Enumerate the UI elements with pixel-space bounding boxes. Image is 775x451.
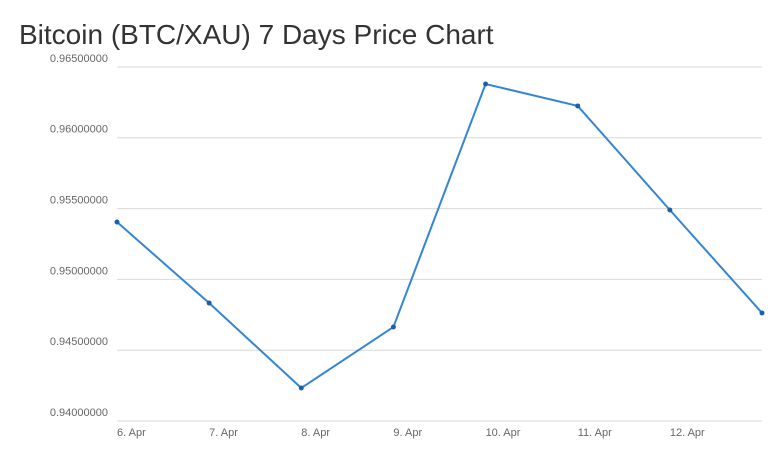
y-tick-label: 0.94000000 [50, 407, 108, 419]
y-tick-label: 0.95500000 [50, 195, 108, 207]
chart-title: Bitcoin (BTC/XAU) 7 Days Price Chart [19, 19, 494, 50]
point-marker [667, 207, 673, 213]
y-tick-label: 0.95000000 [50, 265, 108, 277]
x-tick-label: 6. Apr [117, 427, 146, 439]
x-tick-label: 10. Apr [486, 427, 521, 439]
x-tick-label: 7. Apr [209, 427, 238, 439]
y-tick-label: 0.94500000 [50, 336, 108, 348]
x-tick-label: 11. Apr [578, 427, 612, 439]
y-tick-label: 0.96500000 [50, 53, 108, 65]
point-marker [759, 310, 765, 316]
point-marker [114, 219, 120, 225]
point-marker [206, 300, 212, 306]
point-marker [390, 324, 396, 330]
point-marker [575, 103, 581, 109]
x-tick-label: 9. Apr [393, 427, 422, 439]
x-tick-label: 12. Apr [670, 427, 705, 439]
y-tick-label: 0.96000000 [50, 124, 108, 136]
point-marker [483, 81, 489, 87]
series-line [116, 82, 763, 390]
point-marker [298, 385, 304, 391]
x-tick-label: 8. Apr [301, 427, 330, 439]
